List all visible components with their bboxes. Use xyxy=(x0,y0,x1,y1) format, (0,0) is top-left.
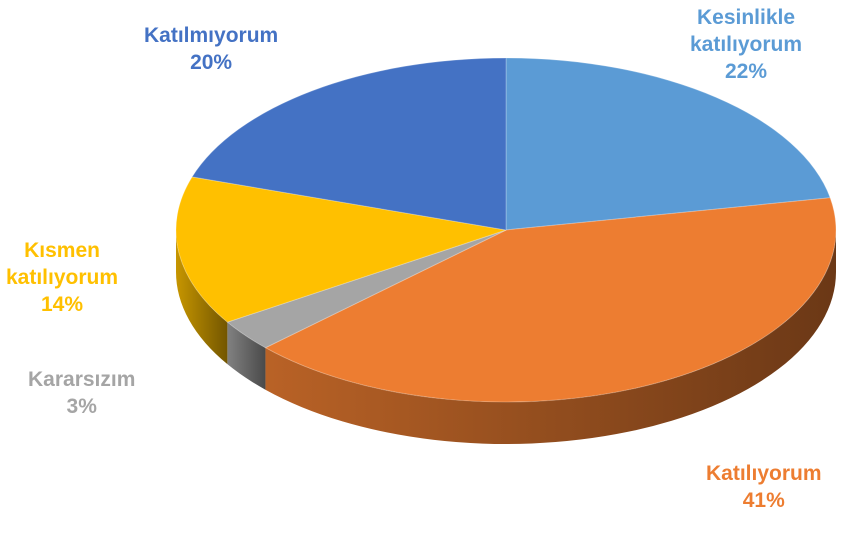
data-label-katilmiyorum: Katılmıyorum 20% xyxy=(144,22,278,76)
label-line: Katılmıyorum xyxy=(144,24,279,47)
label-line: Kesinlikle xyxy=(696,6,796,29)
pie-slice-side xyxy=(265,230,837,444)
label-percent: 14% xyxy=(41,293,84,316)
pie-slice xyxy=(264,197,837,403)
pie-slice-side xyxy=(227,322,266,390)
data-label-kesinlikle-katiliyorum: Kesinlikle katılıyorum 22% xyxy=(690,4,802,85)
data-label-katiliyorum: Katılıyorum 41% xyxy=(706,460,822,514)
label-percent: 20% xyxy=(190,51,233,74)
pie-slice xyxy=(505,57,831,231)
label-line: katılıyorum xyxy=(6,266,119,289)
data-label-kismen-katiliyorum: Kısmen katılıyorum 14% xyxy=(6,237,118,318)
label-percent: 3% xyxy=(66,395,97,418)
pie-slice-side xyxy=(176,230,228,365)
pie-slice xyxy=(226,229,507,349)
label-percent: 22% xyxy=(725,60,768,83)
label-line: Katılıyorum xyxy=(706,462,822,485)
pie-slice xyxy=(191,57,507,231)
label-percent: 41% xyxy=(742,489,785,512)
pie-slice xyxy=(175,176,507,323)
label-line: Kısmen xyxy=(24,239,100,262)
label-line: katılıyorum xyxy=(690,33,803,56)
data-label-kararsizim: Kararsızım 3% xyxy=(28,366,135,420)
label-line: Kararsızım xyxy=(28,368,136,391)
